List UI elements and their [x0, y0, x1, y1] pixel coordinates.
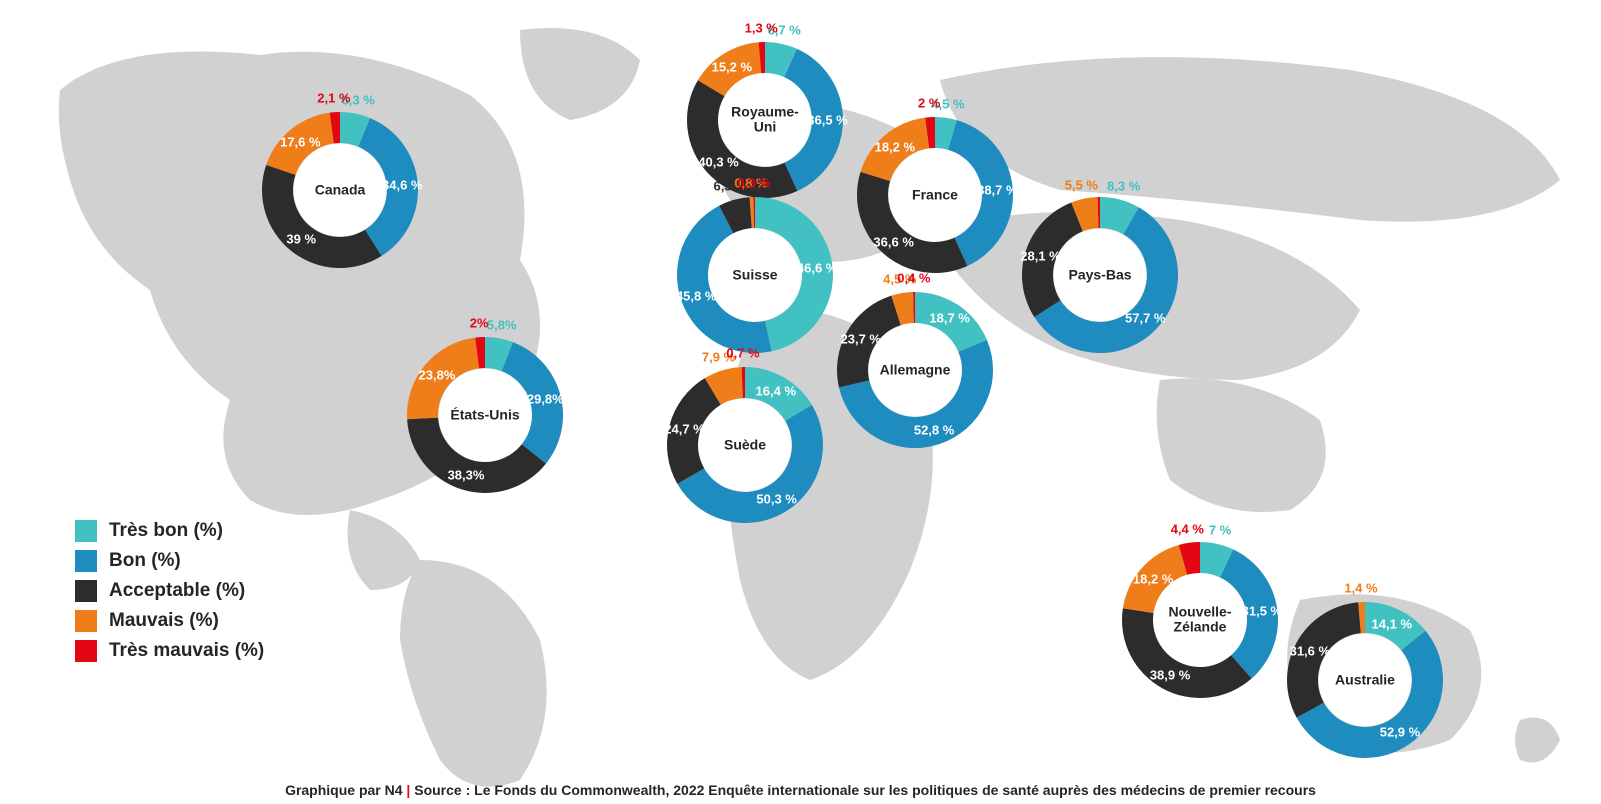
- donut-royaume-uni: Royaume-Uni6,7 %36,5 %40,3 %15,2 %1,3 %: [685, 40, 845, 200]
- legend-row-tres_bon: Très bon (%): [75, 520, 264, 542]
- footer-prefix: Graphique par N4: [285, 782, 402, 798]
- legend-swatch-tres_bon: [75, 520, 97, 542]
- donut-nouvelle-z-lande: Nouvelle-Zélande7 %31,5 %38,9 %18,2 %4,4…: [1120, 540, 1280, 700]
- footer-attribution: Graphique par N4 | Source : Le Fonds du …: [0, 782, 1601, 798]
- donut-su-de: Suède16,4 %50,3 %24,7 %7,9 %0,7 %: [665, 365, 825, 525]
- legend-label-tres_bon: Très bon (%): [109, 520, 223, 542]
- legend-label-tres_mauvais: Très mauvais (%): [109, 640, 264, 662]
- donut-chart-svg: [685, 40, 845, 200]
- footer-separator: |: [403, 782, 415, 798]
- legend-swatch-acceptable: [75, 580, 97, 602]
- donut-chart-svg: [1285, 600, 1445, 760]
- donut-allemagne: Allemagne18,7 %52,8 %23,7 %4,5 %0,4 %: [835, 290, 995, 450]
- donut-hole: [699, 399, 792, 492]
- legend-row-acceptable: Acceptable (%): [75, 580, 264, 602]
- donut-hole: [719, 74, 812, 167]
- donut-hole: [439, 369, 532, 462]
- legend-row-bon: Bon (%): [75, 550, 264, 572]
- legend-swatch-mauvais: [75, 610, 97, 632]
- donut-hole: [889, 149, 982, 242]
- donut-hole: [294, 144, 387, 237]
- donut-chart-svg: [405, 335, 565, 495]
- legend-swatch-tres_mauvais: [75, 640, 97, 662]
- legend-label-mauvais: Mauvais (%): [109, 610, 219, 632]
- donut-suisse: Suisse46,6 %45,8 %6,5 %0,8 %0,3 %: [675, 195, 835, 355]
- footer-source: Source : Le Fonds du Commonwealth, 2022 …: [414, 782, 1316, 798]
- donut-hole: [1054, 229, 1147, 322]
- donut-hole: [1319, 634, 1412, 727]
- legend-swatch-bon: [75, 550, 97, 572]
- donut-chart-svg: [665, 365, 825, 525]
- legend: Très bon (%) Bon (%) Acceptable (%) Mauvais…: [75, 520, 264, 670]
- donut-hole: [1154, 574, 1247, 667]
- donut-chart-svg: [675, 195, 835, 355]
- legend-label-bon: Bon (%): [109, 550, 181, 572]
- donut-pays-bas: Pays-Bas8,3 %57,7 %28,1 %5,5 %: [1020, 195, 1180, 355]
- donut--tats-unis: États-Unis5,8%29,8%38,3%23,8%2%: [405, 335, 565, 495]
- donut-france: France4,5 %38,7 %36,6 %18,2 %2 %: [855, 115, 1015, 275]
- donut-chart-svg: [855, 115, 1015, 275]
- donut-canada: Canada6,3 %34,6 %39 %17,6 %2,1 %: [260, 110, 420, 270]
- donut-hole: [709, 229, 802, 322]
- donut-chart-svg: [1120, 540, 1280, 700]
- legend-label-acceptable: Acceptable (%): [109, 580, 245, 602]
- donut-chart-svg: [835, 290, 995, 450]
- donut-hole: [869, 324, 962, 417]
- donut-australie: Australie14,1 %52,9 %31,6 %1,4 %: [1285, 600, 1445, 760]
- donut-chart-svg: [260, 110, 420, 270]
- legend-row-tres_mauvais: Très mauvais (%): [75, 640, 264, 662]
- legend-row-mauvais: Mauvais (%): [75, 610, 264, 632]
- donut-chart-svg: [1020, 195, 1180, 355]
